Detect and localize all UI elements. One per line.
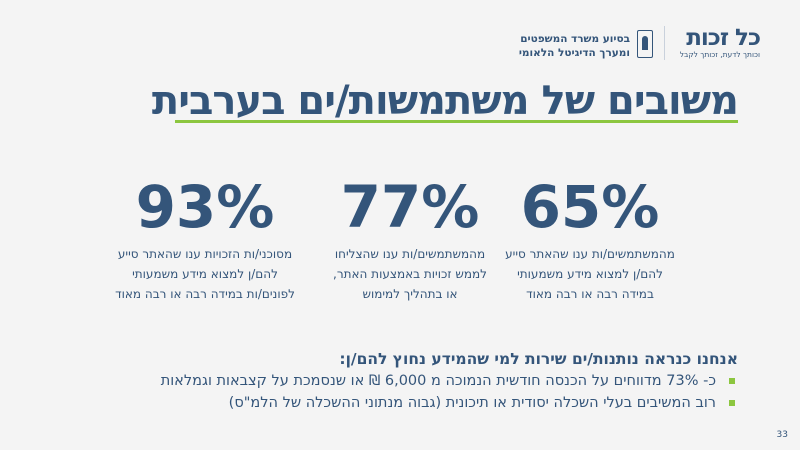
desc-line: או בתהליך למימוש	[362, 287, 458, 301]
list-item: כ- 73% מדווחים על הכנסה חודשית הנמוכה מ …	[161, 370, 738, 392]
desc-line: להם/ן למצוא מידע משמעותי	[132, 267, 278, 281]
desc-line: מהמשתמשים/ות ענו שהצליחו	[334, 247, 486, 261]
brand-name: כל זכות	[686, 25, 761, 51]
stat-description: מהמשתמשים/ות ענו שהצליחו לממש זכויות באמ…	[315, 244, 505, 304]
stat-value: 77%	[340, 173, 480, 241]
desc-line: מסוכני/ות הזכויות ענו שהאתר סייע	[117, 247, 293, 261]
desc-line: מהמשתמשים/ות ענו שהאתר סייע	[505, 247, 675, 261]
stat-card: 77% מהמשתמשים/ות ענו שהצליחו לממש זכויות…	[315, 172, 505, 304]
list-item: רוב המשיבים בעלי השכלה יסודית או תיכונית…	[161, 392, 738, 414]
desc-line: במידה רבה או רבה מאוד	[526, 287, 654, 301]
stat-card: 65% מהמשתמשים/ות ענו שהאתר סייע להם/ן למ…	[495, 172, 685, 304]
stat-card: 93% מסוכני/ות הזכויות ענו שהאתר סייע להם…	[110, 172, 300, 304]
stat-value: 93%	[135, 173, 275, 241]
desc-line: לפונים/ות במידה רבה או רבה מאוד	[115, 287, 295, 301]
facts-heading: אנחנו כנראה נותנות/ים שירות למי שהמידע נ…	[339, 350, 738, 368]
page-number: 33	[776, 430, 788, 440]
brand-tagline: וכותך לדעת, זכותך לקבל	[679, 50, 760, 59]
partner-line: ומערך הדיגיטל הלאומי	[518, 47, 630, 59]
partner-line: בסיוע משרד המשפטים	[520, 33, 630, 45]
desc-line: לממש זכויות באמצעות האתר,	[333, 267, 487, 281]
facts-list: כ- 73% מדווחים על הכנסה חודשית הנמוכה מ …	[161, 370, 738, 414]
header-divider	[664, 26, 665, 60]
facts-section: אנחנו כנראה נותנות/ים שירות למי שהמידע נ…	[161, 348, 738, 414]
stat-value: 65%	[520, 173, 660, 241]
state-emblem-icon	[637, 30, 653, 58]
brand-logo: כל זכות וכותך לדעת, זכותך לקבל	[679, 25, 761, 60]
desc-line: להם/ן למצוא מידע משמעותי	[517, 267, 663, 281]
stat-description: מהמשתמשים/ות ענו שהאתר סייע להם/ן למצוא …	[495, 244, 685, 304]
stat-description: מסוכני/ות הזכויות ענו שהאתר סייע להם/ן ל…	[110, 244, 300, 304]
title-underline	[175, 120, 738, 123]
slide-title: משובים של משתמשות/ים בערבית	[151, 78, 739, 124]
partner-credit: בסיוע משרד המשפטים ומערך הדיגיטל הלאומי	[519, 32, 630, 60]
